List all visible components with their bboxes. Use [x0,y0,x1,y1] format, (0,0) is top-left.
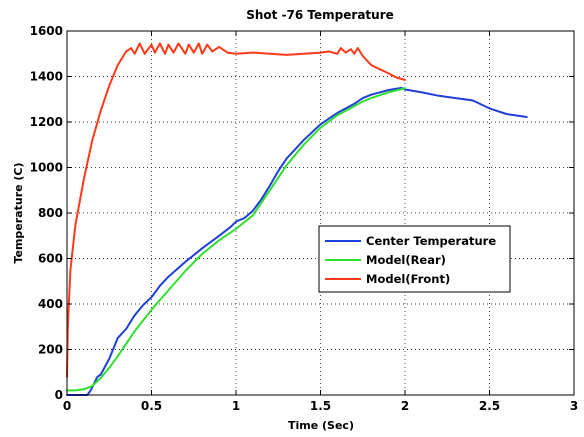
chart-title: Shot -76 Temperature [246,8,394,22]
x-tick-label: 1.5 [310,399,331,413]
x-tick-label: 2 [401,399,409,413]
x-tick-label: 0.5 [141,399,162,413]
series-line-model-front [66,42,406,378]
y-tick-label: 1000 [30,161,63,175]
y-tick-label: 800 [38,206,63,220]
legend: Center Temperature Model(Rear) Model(Front… [318,225,511,293]
tick-layer: 0 0.5 1 1.5 2 2.5 3 0 200 400 600 800 1000 1200 1400 16… [30,24,579,413]
x-axis-label: Time (Sec) [288,419,354,432]
legend-label: Model(Front) [366,272,450,286]
series-line-center-temperature [66,86,528,396]
y-tick-label: 0 [55,388,63,402]
series-layer [66,42,528,396]
y-tick-label: 600 [38,252,63,266]
y-tick-label: 200 [38,343,63,357]
grid-lines [67,31,574,395]
y-tick-label: 1600 [30,24,63,38]
y-tick-label: 1400 [30,70,63,84]
x-tick-label: 2.5 [479,399,500,413]
legend-label: Center Temperature [366,234,496,248]
x-tick-label: 0 [63,399,71,413]
y-tick-label: 1200 [30,115,63,129]
x-tick-label: 3 [570,399,578,413]
x-tick-label: 1 [232,399,240,413]
legend-label: Model(Rear) [366,253,446,267]
series-line-model-rear [66,87,406,392]
y-tick-label: 400 [38,297,63,311]
y-axis-label: Temperature (C) [12,162,25,263]
